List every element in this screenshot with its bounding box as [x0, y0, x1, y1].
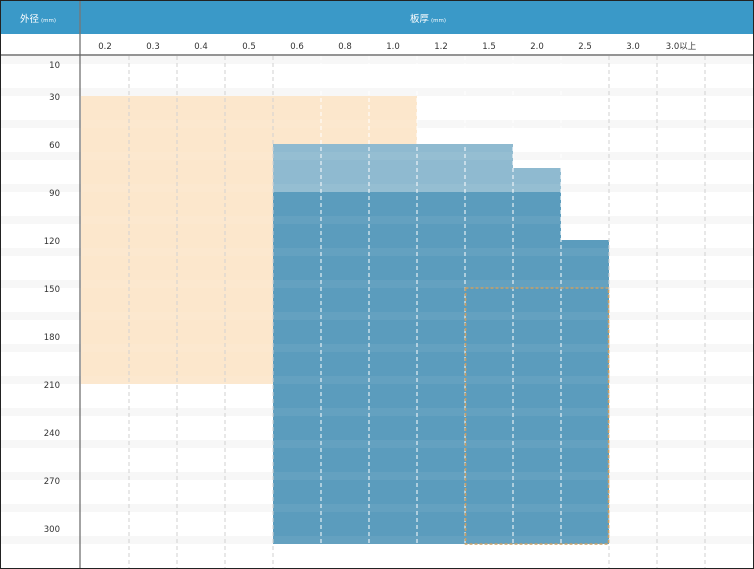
region-dark-blue-cell	[513, 192, 561, 544]
y-tick-label: 120	[44, 237, 60, 247]
y-tick-label: 90	[49, 189, 60, 199]
x-tick-label: 0.4	[194, 42, 208, 52]
region-dashed-outline	[464, 287, 610, 545]
y-tick-label: 240	[44, 429, 60, 439]
region-band	[81, 408, 753, 416]
y-tick-label: 180	[44, 333, 60, 343]
x-tick-label: 0.6	[290, 42, 304, 52]
y-tick-label: 150	[44, 285, 60, 295]
row-header-unit: (mm)	[41, 18, 56, 24]
region-light-blue-cell	[369, 144, 417, 192]
x-tick-label: 1.0	[386, 42, 400, 52]
region-dark-blue-cell	[417, 192, 465, 544]
x-tick-label: 1.5	[482, 42, 496, 52]
row-stripe	[1, 56, 753, 64]
region-light-blue-cell	[417, 144, 465, 192]
x-tick-band	[1, 35, 753, 55]
outline-layer	[464, 287, 610, 545]
col-header-label: 板厚	[410, 13, 430, 25]
header: 外径 (mm) 板厚 (mm)	[1, 1, 753, 34]
region-dark-blue-cell	[369, 192, 417, 544]
x-tick-label: 3.0以上	[666, 42, 697, 52]
header-background	[1, 1, 753, 34]
region-light-blue-cell	[513, 168, 561, 192]
x-tick-label: 0.8	[338, 42, 352, 52]
row-header-label: 外径	[20, 13, 40, 25]
row-stripe	[1, 88, 753, 96]
regions	[81, 56, 753, 544]
y-tick-label: 10	[49, 61, 60, 71]
y-tick-label: 210	[44, 381, 60, 391]
x-tick-label: 1.2	[434, 42, 448, 52]
region-light-blue-cell	[273, 144, 321, 192]
x-tick-label: 0.5	[242, 42, 256, 52]
x-tick-label: 3.0	[626, 42, 640, 52]
y-tick-label: 60	[49, 141, 60, 151]
tick-labels: 0.2 0.3 0.4 0.5 0.6 0.8 1.0 1.2 1.5 2.0 2.5 3.0 3.0以…	[1, 35, 753, 535]
region-dark-blue-cell	[321, 192, 369, 544]
region-band	[81, 120, 753, 128]
region-dark-blue-cell	[465, 192, 513, 544]
y-tick-label: 300	[44, 525, 60, 535]
region-light-blue-cell	[321, 144, 369, 192]
y-tick-label: 270	[44, 477, 60, 487]
region-dark-blue-cell	[273, 192, 321, 544]
x-tick-label: 0.3	[146, 42, 160, 52]
region-light-blue-cell	[465, 144, 513, 192]
x-tick-label: 2.0	[530, 42, 544, 52]
col-header-unit: (mm)	[431, 18, 446, 24]
region-band	[81, 184, 753, 192]
x-tick-label: 2.5	[578, 42, 592, 52]
x-tick-label: 0.2	[98, 42, 112, 52]
y-tick-label: 30	[49, 93, 60, 103]
region-band	[81, 344, 753, 352]
region-dark-blue-cell	[561, 240, 609, 544]
